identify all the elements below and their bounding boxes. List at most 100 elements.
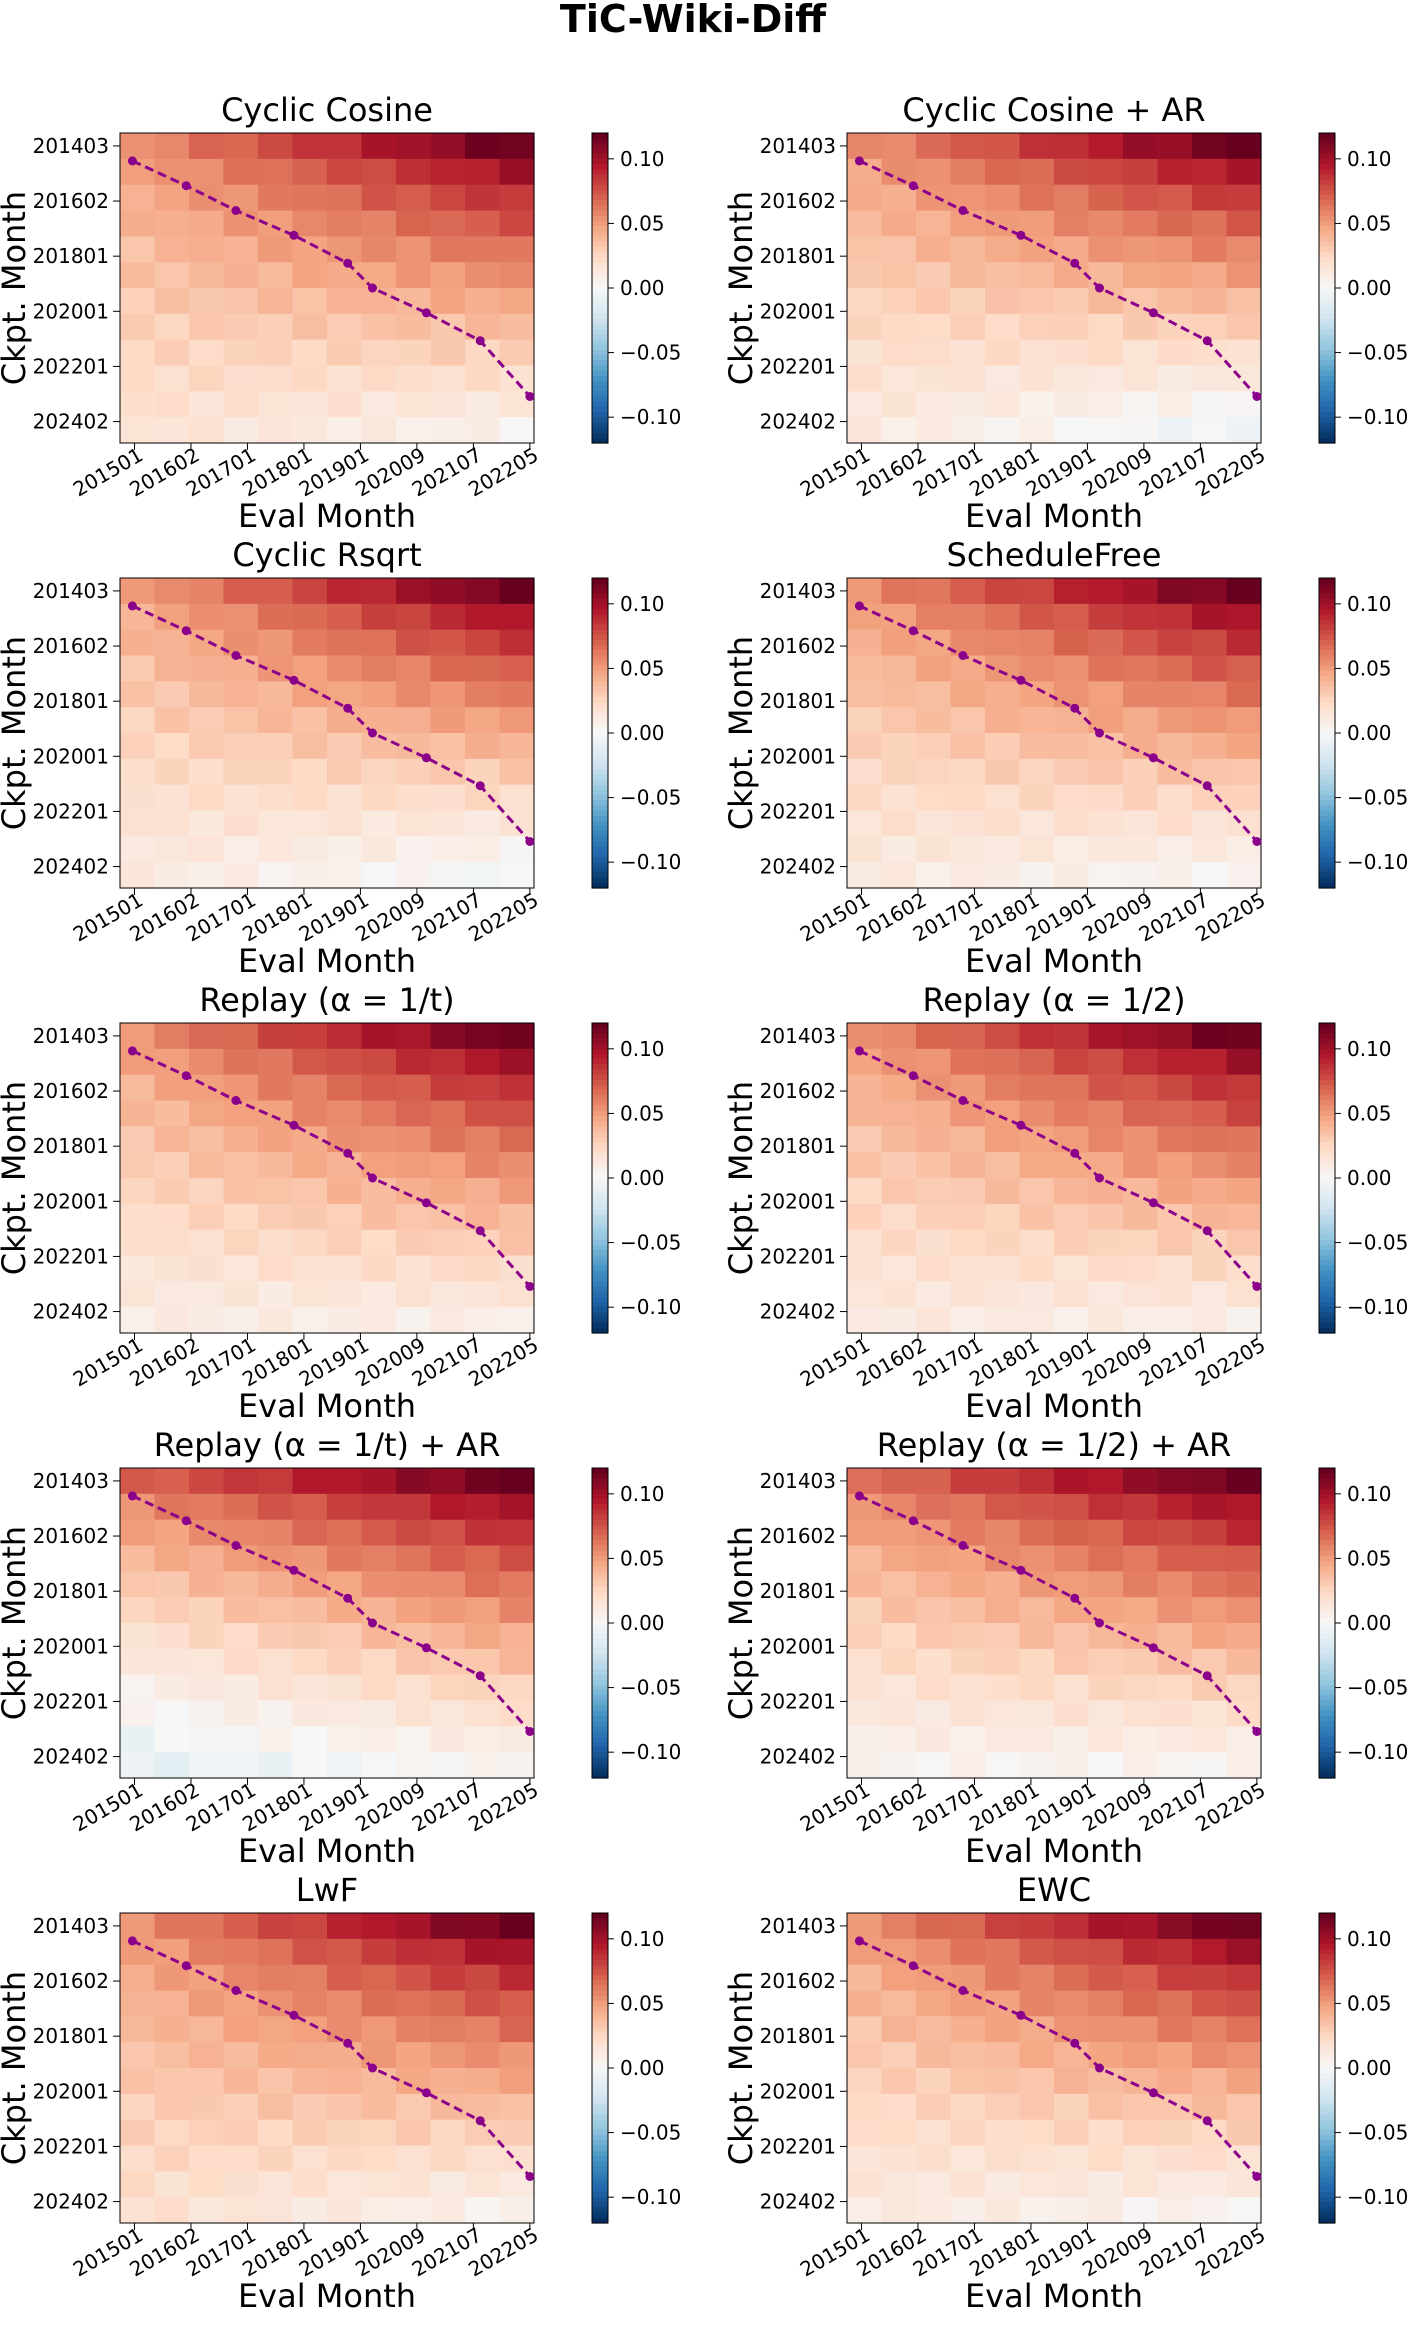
heatmap-cell xyxy=(881,810,917,837)
heatmap-cell xyxy=(430,1597,466,1624)
heatmap-cell xyxy=(327,1545,363,1572)
heatmap-cell xyxy=(327,365,363,392)
heatmap-cell xyxy=(396,1468,432,1495)
colorbar-segment xyxy=(592,1664,608,1671)
colorbar-segment xyxy=(1319,2150,1335,2157)
heatmap-cell xyxy=(465,578,501,605)
heatmap-cell xyxy=(1192,1545,1228,1572)
heatmap-cell xyxy=(154,1255,190,1282)
colorbar-segment xyxy=(592,2062,608,2069)
heatmap-cell xyxy=(465,603,501,631)
heatmap-cell xyxy=(396,1048,432,1076)
colorbar-tick-label: 0.05 xyxy=(1347,1101,1392,1125)
colorbar-segment xyxy=(1319,712,1335,719)
heatmap-cell xyxy=(1054,2068,1090,2095)
heatmap-cell xyxy=(396,210,432,237)
heatmap-cell xyxy=(1157,1938,1193,1966)
diagonal-marker xyxy=(1202,1671,1212,1681)
heatmap-cell xyxy=(465,2016,501,2043)
heatmap-cell xyxy=(223,1752,259,1779)
heatmap-cell xyxy=(950,1597,986,1624)
heatmap-cell xyxy=(223,2093,259,2121)
heatmap-cell xyxy=(430,836,466,863)
colorbar-segment xyxy=(1319,184,1335,191)
colorbar-segment xyxy=(592,2093,608,2100)
colorbar-segment xyxy=(592,2161,608,2167)
heatmap-cell xyxy=(950,1229,986,1257)
colorbar-segment xyxy=(592,236,608,243)
colorbar-tick-label: −0.10 xyxy=(620,1295,681,1319)
heatmap-cell xyxy=(327,1571,363,1598)
heatmap-cell xyxy=(1019,2197,1055,2224)
heatmap-cell xyxy=(120,2197,156,2224)
heatmap-cell xyxy=(396,2119,432,2147)
heatmap-cell xyxy=(396,2016,432,2043)
heatmap-cell xyxy=(327,210,363,237)
heatmap-cell xyxy=(292,784,328,812)
colorbar-segment xyxy=(1319,2006,1335,2012)
heatmap-cell xyxy=(916,1597,952,1624)
x-axis-label: Eval Month xyxy=(965,497,1143,535)
colorbar-segment xyxy=(592,1095,608,1102)
heatmap-cell xyxy=(189,1048,225,1076)
heatmap-cell xyxy=(396,1964,432,1992)
heatmap-cell xyxy=(361,313,397,341)
heatmap-cell xyxy=(1192,603,1228,631)
colorbar-segment xyxy=(592,1772,608,1779)
heatmap-cell xyxy=(1054,655,1090,682)
heatmap-cell xyxy=(327,1307,363,1334)
heatmap-panel: Cyclic Cosine201403201602201801202001202… xyxy=(0,91,681,535)
heatmap-cell xyxy=(916,1023,952,1050)
colorbar-segment xyxy=(1319,231,1335,237)
colorbar-segment xyxy=(592,1307,608,1313)
heatmap-cell xyxy=(120,1468,156,1495)
colorbar-segment xyxy=(1319,1949,1335,1955)
colorbar-segment xyxy=(1319,1980,1335,1986)
colorbar-segment xyxy=(592,671,608,677)
heatmap-cell xyxy=(327,1938,363,1966)
heatmap-cell xyxy=(189,1281,225,1308)
colorbar-segment xyxy=(1319,365,1335,372)
colorbar-segment xyxy=(1319,236,1335,243)
colorbar-segment xyxy=(1319,1638,1335,1645)
y-tick-label: 202001 xyxy=(760,1634,836,1658)
colorbar-segment xyxy=(1319,1923,1335,1930)
colorbar-tick-label: −0.05 xyxy=(620,341,681,365)
diagonal-marker xyxy=(908,1071,918,1081)
heatmap-cell xyxy=(499,1126,535,1153)
heatmap-cell xyxy=(189,2042,225,2069)
heatmap-cell xyxy=(881,1938,917,1966)
heatmap-cell xyxy=(327,1648,363,1676)
heatmap-cell xyxy=(916,210,952,237)
heatmap-cell xyxy=(1019,862,1055,889)
heatmap-cell xyxy=(327,1074,363,1102)
colorbar-tick-label: 0.05 xyxy=(620,211,665,235)
heatmap-cell xyxy=(292,758,328,786)
heatmap-cell xyxy=(223,391,259,418)
heatmap-cell xyxy=(465,2042,501,2069)
heatmap-cell xyxy=(1054,1674,1090,1702)
heatmap-cell xyxy=(847,1648,883,1676)
colorbar-segment xyxy=(592,2006,608,2012)
heatmap-cell xyxy=(327,1623,363,1650)
heatmap-cell xyxy=(223,133,259,160)
colorbar-segment xyxy=(1319,841,1335,848)
colorbar-segment xyxy=(592,815,608,822)
colorbar-tick-label: 0.10 xyxy=(1347,1037,1392,1061)
heatmap-cell xyxy=(881,2016,917,2043)
heatmap-cell xyxy=(1054,1571,1090,1598)
heatmap-cell xyxy=(292,1545,328,1572)
x-axis-label: Eval Month xyxy=(965,1832,1143,1870)
y-tick-label: 202201 xyxy=(33,1244,109,1268)
heatmap-cell xyxy=(1019,1648,1055,1676)
colorbar-tick-label: −0.10 xyxy=(620,1740,681,1764)
colorbar-segment xyxy=(1319,1327,1335,1334)
heatmap-cell xyxy=(847,1964,883,1992)
heatmap-cell xyxy=(361,1307,397,1334)
colorbar-segment xyxy=(1319,2031,1335,2038)
colorbar-segment xyxy=(592,184,608,191)
colorbar-segment xyxy=(1319,815,1335,822)
heatmap-cell xyxy=(430,2016,466,2043)
colorbar-segment xyxy=(592,624,608,631)
heatmap-cell xyxy=(430,655,466,682)
